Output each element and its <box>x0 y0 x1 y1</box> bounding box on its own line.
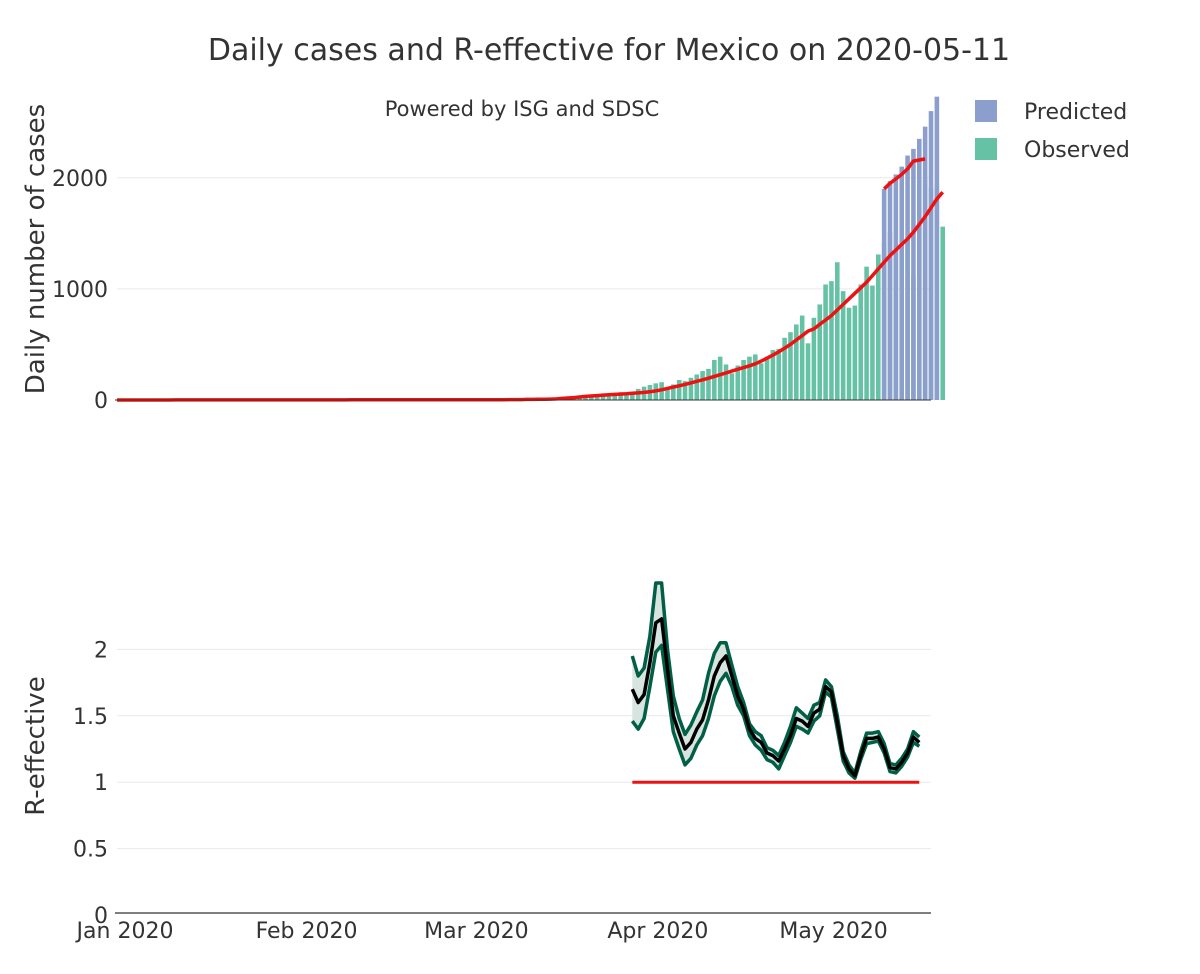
observed-bar[interactable] <box>858 284 864 400</box>
observed-bar[interactable] <box>817 304 823 400</box>
observed-bar[interactable] <box>846 307 852 400</box>
observed-bar[interactable] <box>764 356 770 400</box>
top-y-tick-label: 2000 <box>52 167 108 192</box>
bottom-y-ticks: 0 0.5 1 1.5 2 <box>73 638 108 929</box>
observed-bar[interactable] <box>788 332 793 400</box>
bottom-y-tick-label: 0.5 <box>73 838 108 863</box>
bottom-gridlines <box>117 648 931 850</box>
x-tick-label: Apr 2020 <box>607 919 708 944</box>
r-upper-bound-line <box>630 581 921 775</box>
bottom-y-tick-label: 1 <box>94 771 108 796</box>
legend-swatch-observed[interactable] <box>975 138 997 160</box>
trend-forecast-line <box>882 157 926 191</box>
top-y-axis-label: Daily number of cases <box>21 104 51 394</box>
observed-bar[interactable] <box>811 317 817 400</box>
observed-bar[interactable] <box>694 374 700 400</box>
x-tick-label: Feb 2020 <box>256 919 358 944</box>
observed-bar[interactable] <box>805 343 811 400</box>
x-axis-ticks: Jan 2020 Feb 2020 Mar 2020 Apr 2020 May 2020 <box>75 919 888 944</box>
x-tick-label: Jan 2020 <box>75 919 174 944</box>
predicted-bar[interactable] <box>899 166 905 400</box>
bottom-y-tick-label: 2 <box>94 638 108 663</box>
observed-bar[interactable] <box>712 360 717 400</box>
predicted-bars <box>881 96 940 401</box>
top-gridlines <box>117 177 931 290</box>
observed-bar[interactable] <box>600 395 606 400</box>
predicted-bar[interactable] <box>928 111 934 400</box>
observed-bar[interactable] <box>612 393 618 400</box>
observed-bar[interactable] <box>671 384 676 400</box>
observed-bar[interactable] <box>776 348 782 400</box>
observed-bar[interactable] <box>676 380 682 400</box>
observed-bar[interactable] <box>741 360 746 400</box>
observed-bar[interactable] <box>852 305 858 400</box>
r-median-line <box>630 617 921 778</box>
observed-bar[interactable] <box>717 356 723 400</box>
observed-bar[interactable] <box>753 354 758 400</box>
legend-label-predicted[interactable]: Predicted <box>1024 100 1127 125</box>
predicted-bar[interactable] <box>881 188 887 400</box>
predicted-bar[interactable] <box>893 174 899 400</box>
observed-bar[interactable] <box>870 285 875 400</box>
observed-bar[interactable] <box>729 373 735 400</box>
bottom-y-tick-label: 0 <box>94 904 108 929</box>
observed-bar[interactable] <box>583 397 588 400</box>
top-y-tick-label: 0 <box>94 389 108 414</box>
observed-bar[interactable] <box>589 396 594 400</box>
predicted-bar[interactable] <box>917 138 922 400</box>
observed-bar[interactable] <box>829 281 834 400</box>
observed-bar[interactable] <box>723 364 729 400</box>
x-tick-label: Mar 2020 <box>424 919 529 944</box>
observed-bar[interactable] <box>835 262 840 400</box>
observed-bar[interactable] <box>577 397 582 400</box>
observed-bar[interactable] <box>799 315 805 400</box>
subtitle-annotation: Powered by ISG and SDSC <box>385 97 660 121</box>
observed-bar[interactable] <box>864 266 869 400</box>
observed-bar[interactable] <box>747 356 752 400</box>
r-confidence-band <box>632 583 920 779</box>
chart-title: Daily cases and R-effective for Mexico o… <box>208 33 1010 68</box>
observed-bar[interactable] <box>782 337 787 400</box>
observed-bar[interactable] <box>700 371 705 400</box>
observed-bar[interactable] <box>630 392 635 400</box>
observed-bar[interactable] <box>606 395 612 400</box>
observed-bar[interactable] <box>794 324 799 400</box>
x-tick-label: May 2020 <box>779 919 887 944</box>
predicted-bar[interactable] <box>934 96 940 401</box>
legend-swatch-predicted[interactable] <box>975 100 997 122</box>
observed-bar[interactable] <box>735 365 741 400</box>
legend-label-observed[interactable]: Observed <box>1024 138 1130 163</box>
predicted-bar[interactable] <box>887 181 893 400</box>
top-y-ticks: 0 1000 2000 <box>52 167 108 414</box>
bottom-y-tick-label: 1.5 <box>73 705 108 730</box>
observed-bar[interactable] <box>618 392 623 400</box>
observed-bar[interactable] <box>840 291 846 400</box>
observed-bar[interactable] <box>876 254 881 400</box>
r-lower-bound-line <box>630 643 921 780</box>
observed-bar[interactable] <box>594 396 600 400</box>
observed-bar[interactable] <box>758 363 764 400</box>
observed-bar[interactable] <box>770 350 776 400</box>
bottom-y-axis-label: R-effective <box>21 676 51 815</box>
legend: Predicted Observed <box>975 100 1130 163</box>
observed-bar[interactable] <box>665 387 670 400</box>
observed-bar[interactable] <box>624 393 629 400</box>
observed-bar[interactable] <box>688 377 694 400</box>
observed-bar[interactable] <box>682 381 688 400</box>
top-y-tick-label: 1000 <box>52 278 108 303</box>
observed-bar[interactable] <box>706 368 711 400</box>
predicted-bar[interactable] <box>905 155 910 400</box>
observed-bar[interactable] <box>823 284 828 400</box>
observed-bar[interactable] <box>940 226 945 400</box>
predicted-bar[interactable] <box>922 126 928 401</box>
predicted-bar[interactable] <box>911 148 916 400</box>
